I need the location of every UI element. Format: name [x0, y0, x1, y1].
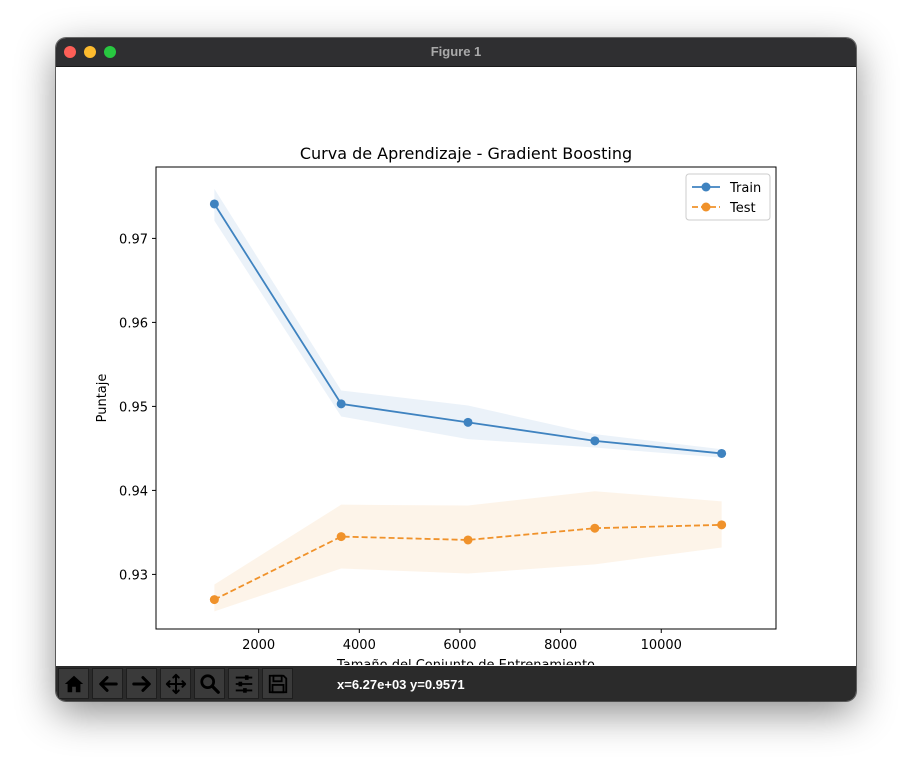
- configure-subplots-button[interactable]: [228, 668, 259, 699]
- save-button[interactable]: [262, 668, 293, 699]
- zoom-window-button[interactable]: [104, 46, 116, 58]
- x-tick-label: 2000: [242, 638, 275, 653]
- navigation-toolbar: x=6.27e+03 y=0.9571: [56, 666, 856, 701]
- zoom-button[interactable]: [194, 668, 225, 699]
- legend-marker-test: [701, 202, 711, 212]
- home-button[interactable]: [58, 668, 89, 699]
- data-point-test: [209, 595, 219, 605]
- x-tick-label: 8000: [544, 638, 577, 653]
- legend-label-train: Train: [729, 181, 761, 196]
- x-tick-label: 6000: [443, 638, 476, 653]
- save-icon: [268, 674, 287, 693]
- data-point-train: [336, 399, 346, 409]
- home-icon: [64, 675, 83, 692]
- back-arrow-icon: [98, 675, 118, 692]
- close-button[interactable]: [64, 46, 76, 58]
- y-tick-label: 0.94: [119, 484, 148, 499]
- cursor-coordinates: x=6.27e+03 y=0.9571: [337, 677, 465, 692]
- forward-button[interactable]: [126, 668, 157, 699]
- chart-title: Curva de Aprendizaje - Gradient Boosting: [300, 144, 632, 163]
- x-tick-label: 10000: [641, 638, 682, 653]
- y-tick-label: 0.96: [119, 316, 148, 331]
- y-tick-label: 0.93: [119, 568, 148, 583]
- minimize-button[interactable]: [84, 46, 96, 58]
- x-axis-label: Tamaño del Conjunto de Entrenamiento: [336, 658, 595, 665]
- window-title: Figure 1: [430, 44, 482, 59]
- data-point-test: [717, 520, 727, 530]
- y-tick-label: 0.97: [119, 232, 148, 247]
- data-point-train: [717, 448, 727, 458]
- title-bar[interactable]: Figure 1: [56, 38, 856, 67]
- figure-window: Figure 1 2000 4000 6000 8000 10000 0.93 0.94 0.…: [56, 38, 856, 701]
- legend-label-test: Test: [729, 201, 756, 216]
- back-button[interactable]: [92, 668, 123, 699]
- legend-marker-train: [701, 182, 711, 192]
- pan-icon: [165, 673, 186, 694]
- learning-curve-chart: 2000 4000 6000 8000 10000 0.93 0.94 0.95 0.96 0.9…: [95, 144, 777, 673]
- data-point-test: [336, 532, 346, 542]
- x-tick-label: 4000: [343, 638, 376, 653]
- y-tick-label: 0.95: [119, 400, 148, 415]
- data-point-train: [463, 417, 473, 427]
- y-axis-label: Puntaje: [95, 374, 110, 423]
- forward-arrow-icon: [131, 675, 151, 692]
- band-test: [214, 491, 722, 612]
- series-line-test: [213, 523, 722, 601]
- zoom-icon: [199, 673, 220, 694]
- data-point-train: [590, 436, 600, 446]
- data-point-test: [463, 535, 473, 545]
- plot-frame: [155, 166, 777, 630]
- figure-canvas[interactable]: 2000 4000 6000 8000 10000 0.93 0.94 0.95 0.96 0.9…: [56, 67, 856, 673]
- pan-button[interactable]: [160, 668, 191, 699]
- configure-subplots-icon: [235, 674, 252, 693]
- data-point-test: [590, 523, 600, 533]
- data-point-train: [209, 199, 219, 209]
- band-train: [214, 188, 722, 458]
